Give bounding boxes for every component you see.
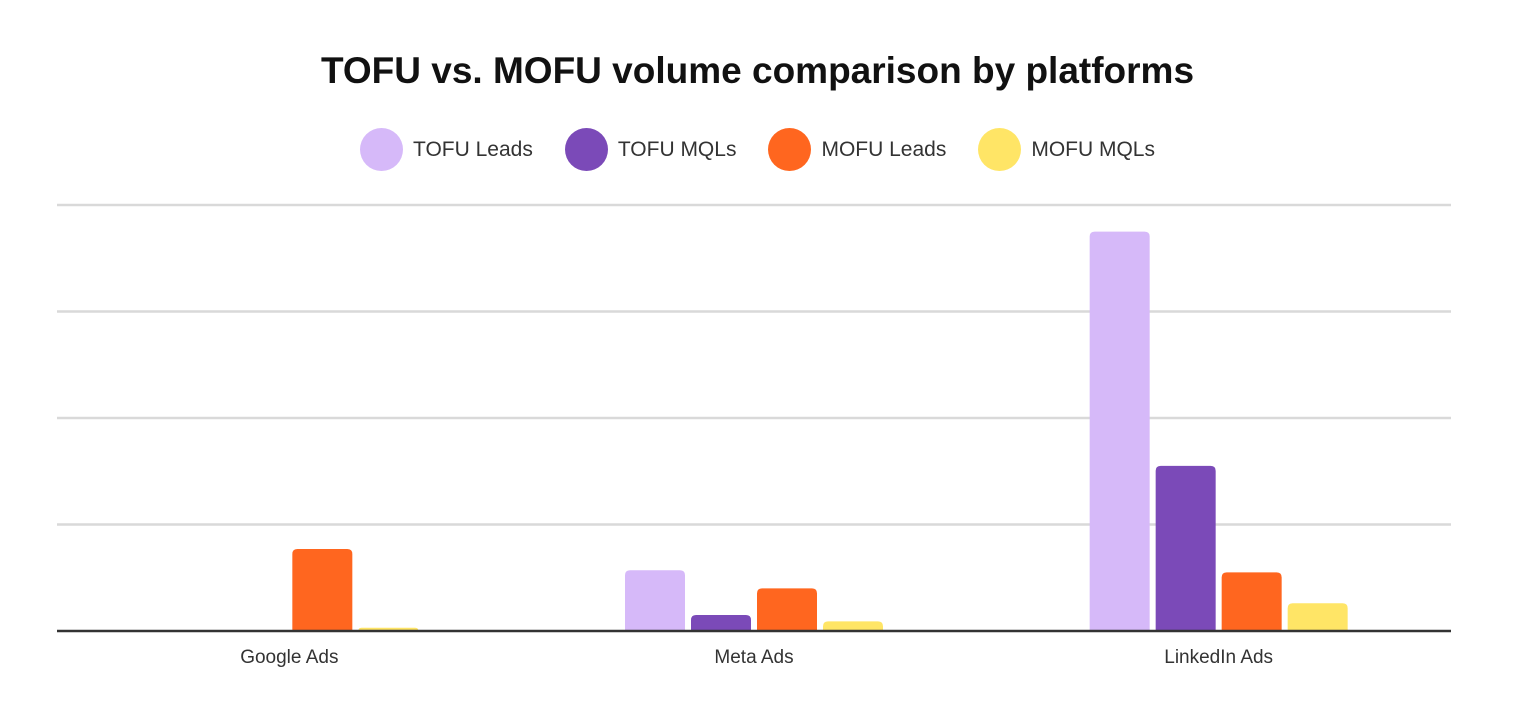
legend-label: MOFU Leads: [821, 137, 947, 161]
bar-linkedin-ads-tofu-leads: [1089, 231, 1150, 631]
x-tick-labels: Google Ads Meta Ads LinkedIn Ads: [240, 647, 1273, 668]
legend-label: MOFU MQLs: [1031, 137, 1155, 161]
bar-linkedin-ads-tofu-mqls: [1155, 465, 1216, 631]
x-tick-label-meta-ads: Meta Ads: [714, 647, 793, 668]
bar-meta-ads-mofu-mqls: [823, 621, 883, 631]
legend-item-mofu-mqls: MOFU MQLs: [978, 128, 1155, 171]
gridlines: [57, 203, 1451, 526]
bar-linkedin-ads-mofu-leads: [1221, 572, 1282, 631]
legend-swatch-mofu-leads: [768, 128, 812, 171]
legend-swatch-mofu-mqls: [978, 128, 1022, 171]
legend: TOFU Leads TOFU MQLs MOFU Leads MOFU MQLs: [0, 128, 1515, 171]
bar-meta-ads-mofu-leads: [757, 588, 817, 631]
legend-item-tofu-leads: TOFU Leads: [360, 128, 533, 171]
bar-meta-ads-tofu-mqls: [691, 615, 751, 631]
bar-google-ads-mofu-leads: [292, 548, 353, 631]
legend-item-tofu-mqls: TOFU MQLs: [564, 128, 737, 171]
chart-title: TOFU vs. MOFU volume comparison by platf…: [320, 50, 1195, 91]
x-tick-label-linkedin-ads: LinkedIn Ads: [1164, 647, 1273, 668]
legend-swatch-tofu-leads: [360, 128, 403, 171]
x-tick-label-google-ads: Google Ads: [240, 647, 338, 668]
bars: [292, 231, 1348, 631]
bar-meta-ads-tofu-leads: [625, 570, 685, 631]
legend-label: TOFU MQLs: [617, 137, 737, 161]
bar-linkedin-ads-mofu-mqls: [1287, 603, 1348, 631]
legend-label: TOFU Leads: [413, 137, 533, 161]
legend-item-mofu-leads: MOFU Leads: [768, 128, 946, 171]
legend-swatch-tofu-mqls: [564, 128, 608, 171]
